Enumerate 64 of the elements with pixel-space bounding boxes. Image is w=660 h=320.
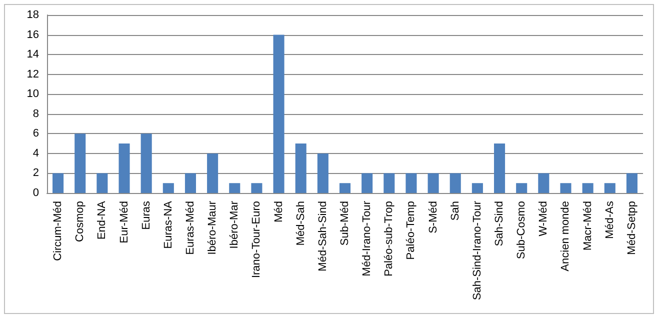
x-tick-label: Macr-Méd	[582, 201, 594, 251]
bar	[52, 173, 64, 193]
y-tick-label: 6	[32, 128, 39, 140]
bar	[251, 183, 262, 193]
x-tick-label: Irano-Tour-Euro	[250, 201, 263, 278]
y-tick-label: 16	[26, 28, 39, 41]
bar	[450, 173, 461, 193]
x-tick-label: End-NA	[96, 200, 108, 240]
x-tick-label: Euras-NA	[162, 200, 174, 249]
bar	[362, 173, 373, 193]
bar	[516, 183, 528, 193]
x-tick-label: Sah-Sind-Irano-Tour	[471, 200, 484, 300]
bar	[140, 134, 152, 193]
x-tick-label: Méd	[272, 201, 285, 222]
x-tick-label: Méd-Sah-Sind	[316, 201, 329, 272]
bar	[317, 153, 328, 193]
x-tick-label: Paléo-sub-Trop	[383, 201, 396, 276]
bar	[604, 183, 616, 193]
bar	[494, 144, 506, 193]
x-tick-label: S-Méd	[427, 201, 440, 234]
bar	[184, 173, 196, 193]
x-tick-label: Ibéro-Maur	[206, 200, 219, 255]
y-tick-label: 4	[32, 147, 39, 160]
x-tick-label: Paléo-Temp	[405, 201, 418, 260]
bar	[229, 183, 240, 193]
bar	[428, 173, 439, 193]
y-tick-label: 0	[32, 187, 39, 199]
x-tick-label: Méd-Setpp	[626, 201, 638, 255]
x-tick-label: Eur-Méd	[118, 201, 130, 244]
bar	[339, 183, 351, 193]
bar	[207, 153, 218, 193]
bar	[384, 173, 395, 193]
bar	[560, 183, 572, 193]
y-tick-label: 18	[26, 9, 39, 21]
x-tick-label: Euras-Méd	[184, 201, 196, 255]
x-tick-label: Méd-Sah	[294, 201, 307, 246]
x-tick-label: Circum-Méd	[52, 201, 64, 261]
bar	[118, 144, 130, 193]
x-tick-label: Sub-Méd	[339, 201, 351, 246]
bar	[626, 173, 638, 193]
y-tick-label: 14	[26, 48, 39, 61]
bar	[74, 134, 86, 193]
x-tick-label: W-Méd	[538, 201, 550, 236]
bar	[582, 183, 594, 193]
bar	[162, 183, 174, 193]
x-tick-label: Cosmop	[74, 201, 86, 242]
y-tick-label: 12	[26, 68, 39, 80]
x-tick-label: Méd-As	[604, 200, 616, 239]
bar	[406, 173, 417, 193]
x-tick-label: Sah	[449, 201, 462, 221]
bar	[295, 144, 306, 193]
bar	[273, 34, 284, 193]
x-tick-label: Ancien monde	[560, 201, 572, 272]
y-tick-label: 2	[32, 167, 39, 180]
bar	[472, 183, 483, 193]
bar	[538, 173, 550, 193]
y-tick-label: 10	[26, 88, 39, 100]
x-tick-label: Méd-Irano-Tour	[361, 200, 374, 276]
x-tick-label: Ibéro-Mar	[228, 200, 241, 249]
bar	[96, 173, 108, 193]
x-tick-label: Sah-Sind	[494, 201, 506, 246]
x-tick-label: Sub-Cosmo	[516, 201, 528, 260]
x-tick-label: Euras	[140, 200, 152, 230]
y-tick-label: 8	[32, 108, 39, 120]
